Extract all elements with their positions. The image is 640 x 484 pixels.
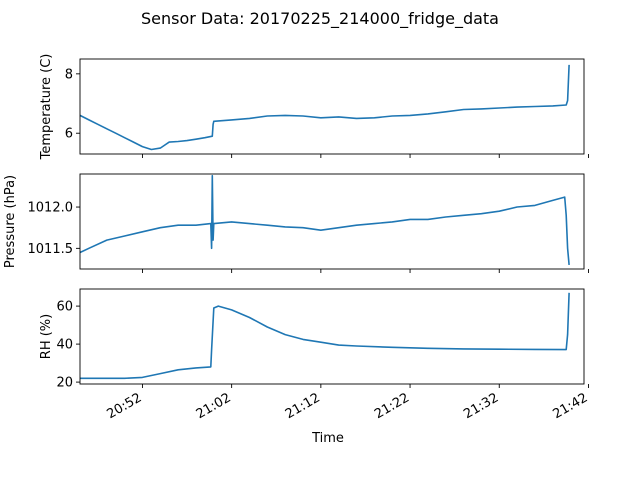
- subplot-2: 1011.5 1012.0 Pressure (hPa): [3, 173, 589, 273]
- x-tick-label: 21:02: [194, 390, 234, 422]
- y-tick-label: 1012.0: [28, 201, 74, 216]
- series-line-1: [79, 64, 570, 151]
- axes-frame-3: [79, 288, 585, 385]
- y-axis-label: Pressure (hPa): [3, 175, 18, 268]
- x-tick-label: 21:22: [372, 390, 412, 422]
- x-axis-label: Time: [311, 431, 344, 446]
- subplots: 6 8 Temperature (C) 1011.5 1012.0 Pressure (h…: [3, 54, 590, 423]
- series-line-3: [80, 292, 570, 380]
- x-tick-label: 21:32: [461, 390, 501, 422]
- y-tick-label: 20: [56, 376, 73, 391]
- y-tick-label: 60: [56, 300, 73, 315]
- y-tick-label: 8: [65, 67, 73, 82]
- y-tick-label: 6: [65, 127, 73, 142]
- y-axis-label: RH (%): [39, 314, 54, 359]
- axes-frame-2: [79, 173, 585, 270]
- y-tick-label: 40: [56, 338, 73, 353]
- subplot-3: 20 40 60 20:52 21:02 21:12 21:22 21:32 21:42 RH (…: [39, 288, 591, 422]
- x-tick-label: 21:12: [283, 390, 323, 422]
- y-tick-label: 1011.5: [28, 242, 74, 257]
- subplot-1: 6 8 Temperature (C): [39, 54, 589, 161]
- figure-title: Sensor Data: 20170225_214000_fridge_data: [141, 9, 499, 29]
- x-tick-label: 20:52: [104, 390, 144, 422]
- series-line-2: [79, 174, 570, 265]
- y-axis-label: Temperature (C): [39, 54, 54, 161]
- x-tick-label: 21:42: [551, 390, 591, 422]
- axes-frame-1: [79, 58, 585, 155]
